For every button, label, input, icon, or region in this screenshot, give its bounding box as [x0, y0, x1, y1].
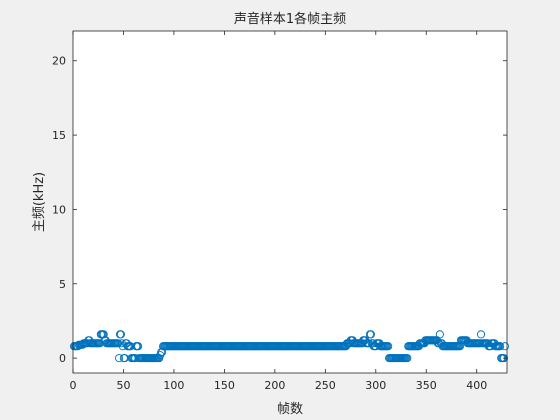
data-point — [500, 342, 510, 351]
x-axis-label: 帧数 — [277, 402, 303, 417]
y-tick-label: 5 — [59, 278, 66, 291]
x-tick-label: 0 — [70, 379, 77, 392]
data-point — [131, 354, 140, 363]
data-point — [496, 342, 505, 351]
data-point — [126, 342, 135, 351]
y-tick-label: 15 — [52, 129, 66, 142]
x-tick-label: 400 — [466, 379, 487, 392]
data-point — [120, 354, 129, 363]
x-tick-label: 150 — [214, 379, 235, 392]
data-point — [114, 339, 123, 348]
data-point — [499, 354, 509, 363]
x-tick-label: 250 — [315, 379, 336, 392]
y-axis-ticks: 0 5 10 15 20 — [52, 55, 507, 365]
data-point — [476, 339, 485, 348]
y-axis-label: 主频(kHz) — [32, 172, 47, 232]
data-point — [99, 330, 108, 339]
x-tick-label: 100 — [163, 379, 184, 392]
x-axis-ticks: 0 50 100 150 200 250 300 350 400 — [70, 31, 487, 392]
x-tick-label: 50 — [116, 379, 130, 392]
data-point — [403, 354, 412, 363]
data-point — [116, 330, 125, 339]
data-point — [114, 354, 124, 363]
plot-frame — [72, 30, 508, 374]
data-point — [366, 330, 375, 339]
data-point — [134, 342, 143, 351]
chart-title: 声音样本1各帧主频 — [234, 11, 346, 27]
x-tick-label: 200 — [264, 379, 285, 392]
y-tick-label: 0 — [59, 352, 66, 365]
y-tick-label: 20 — [52, 55, 66, 68]
data-point — [476, 330, 486, 339]
data-point — [435, 330, 444, 339]
x-tick-label: 350 — [416, 379, 437, 392]
x-tick-label: 300 — [365, 379, 386, 392]
data-points — [69, 330, 510, 363]
y-tick-label: 10 — [52, 203, 66, 216]
data-point — [384, 342, 393, 351]
plot-area — [73, 31, 507, 373]
